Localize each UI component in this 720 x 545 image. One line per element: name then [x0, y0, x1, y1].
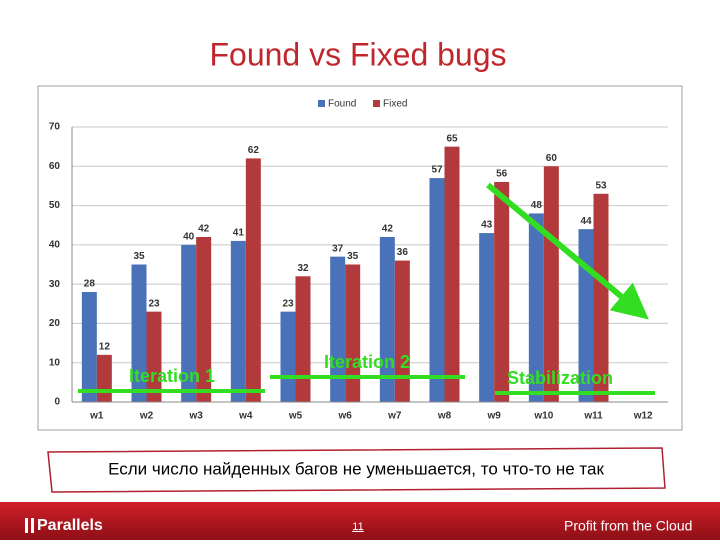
data-label: 35: [347, 251, 359, 262]
y-tick-label: 50: [49, 200, 61, 211]
data-label: 36: [397, 247, 409, 258]
x-tick-label: w3: [188, 411, 203, 422]
legend-swatch: [373, 100, 380, 107]
x-tick-label: w2: [139, 411, 154, 422]
data-label: 35: [133, 251, 145, 262]
x-tick-label: w12: [633, 411, 653, 422]
data-label: 57: [431, 165, 443, 176]
bar: [379, 237, 395, 402]
annotation: Iteration 1: [129, 366, 215, 386]
data-label: 32: [297, 263, 309, 274]
x-tick-label: w10: [533, 411, 553, 422]
legend-label: Fixed: [383, 99, 407, 110]
x-tick-label: w7: [387, 411, 402, 422]
bar: [479, 233, 495, 402]
bar: [345, 264, 361, 402]
bar: [444, 146, 460, 402]
data-label: 65: [446, 133, 458, 144]
bar: [81, 292, 97, 402]
data-label: 42: [198, 224, 210, 235]
bar: [543, 166, 559, 402]
data-label: 48: [531, 200, 543, 211]
data-label: 44: [580, 216, 592, 227]
footer-tagline: Profit from the Cloud: [564, 518, 692, 534]
y-tick-label: 20: [49, 318, 61, 329]
data-label: 37: [332, 243, 344, 254]
legend-swatch: [318, 100, 325, 107]
page-number: 11: [352, 521, 363, 533]
data-label: 40: [183, 231, 195, 242]
footer-logo: Parallels: [37, 517, 103, 534]
bar: [146, 311, 162, 402]
bar: [295, 276, 311, 402]
slide-title: Found vs Fixed bugs: [209, 36, 506, 72]
legend-label: Found: [328, 99, 356, 110]
y-tick-label: 70: [49, 122, 61, 133]
y-tick-label: 0: [54, 397, 60, 408]
data-label: 23: [148, 298, 160, 309]
x-tick-label: w11: [583, 411, 603, 422]
trend-arrow: [486, 182, 649, 320]
x-tick-label: w4: [238, 411, 253, 422]
annotation: Stabilization: [507, 368, 613, 388]
data-label: 53: [595, 180, 607, 191]
logo-mark: [31, 518, 34, 533]
bar: [230, 240, 246, 402]
y-tick-label: 60: [49, 161, 61, 172]
bar: [429, 178, 445, 402]
bar: [593, 193, 609, 402]
bar: [181, 244, 197, 402]
y-tick-label: 10: [49, 357, 61, 368]
data-label: 41: [233, 228, 245, 239]
data-label: 42: [382, 224, 394, 235]
bar: [131, 264, 147, 402]
data-label: 56: [496, 169, 508, 180]
bar: [528, 213, 544, 402]
callout-box: [47, 447, 666, 493]
bar: [494, 182, 510, 402]
data-label: 43: [481, 220, 493, 231]
data-label: 60: [546, 153, 558, 164]
footer-band: [0, 502, 720, 540]
y-tick-label: 40: [49, 239, 61, 250]
bar: [330, 256, 346, 402]
logo-mark: [25, 518, 28, 533]
data-label: 12: [99, 341, 111, 352]
plot: 0 10 20 30 40 50 60 70 Found Fixed w1 28 12 w2 35 23 w3 4…: [49, 99, 668, 422]
bar: [245, 158, 261, 402]
x-tick-label: w1: [89, 411, 104, 422]
annotation-lines: [78, 182, 655, 395]
x-tick-label: w6: [337, 411, 352, 422]
bar: [196, 237, 212, 402]
x-tick-label: w8: [437, 411, 452, 422]
bar: [394, 260, 410, 402]
callout-text: Если число найденных багов не уменьшаетс…: [108, 459, 604, 478]
y-tick-label: 30: [49, 279, 61, 290]
x-tick-label: w9: [486, 411, 501, 422]
data-label: 23: [282, 298, 294, 309]
bar: [280, 311, 296, 402]
annotation: Iteration 2: [324, 352, 410, 372]
bar: [96, 354, 112, 402]
data-label: 62: [248, 145, 260, 156]
data-label: 28: [84, 279, 96, 290]
x-tick-label: w5: [288, 411, 303, 422]
